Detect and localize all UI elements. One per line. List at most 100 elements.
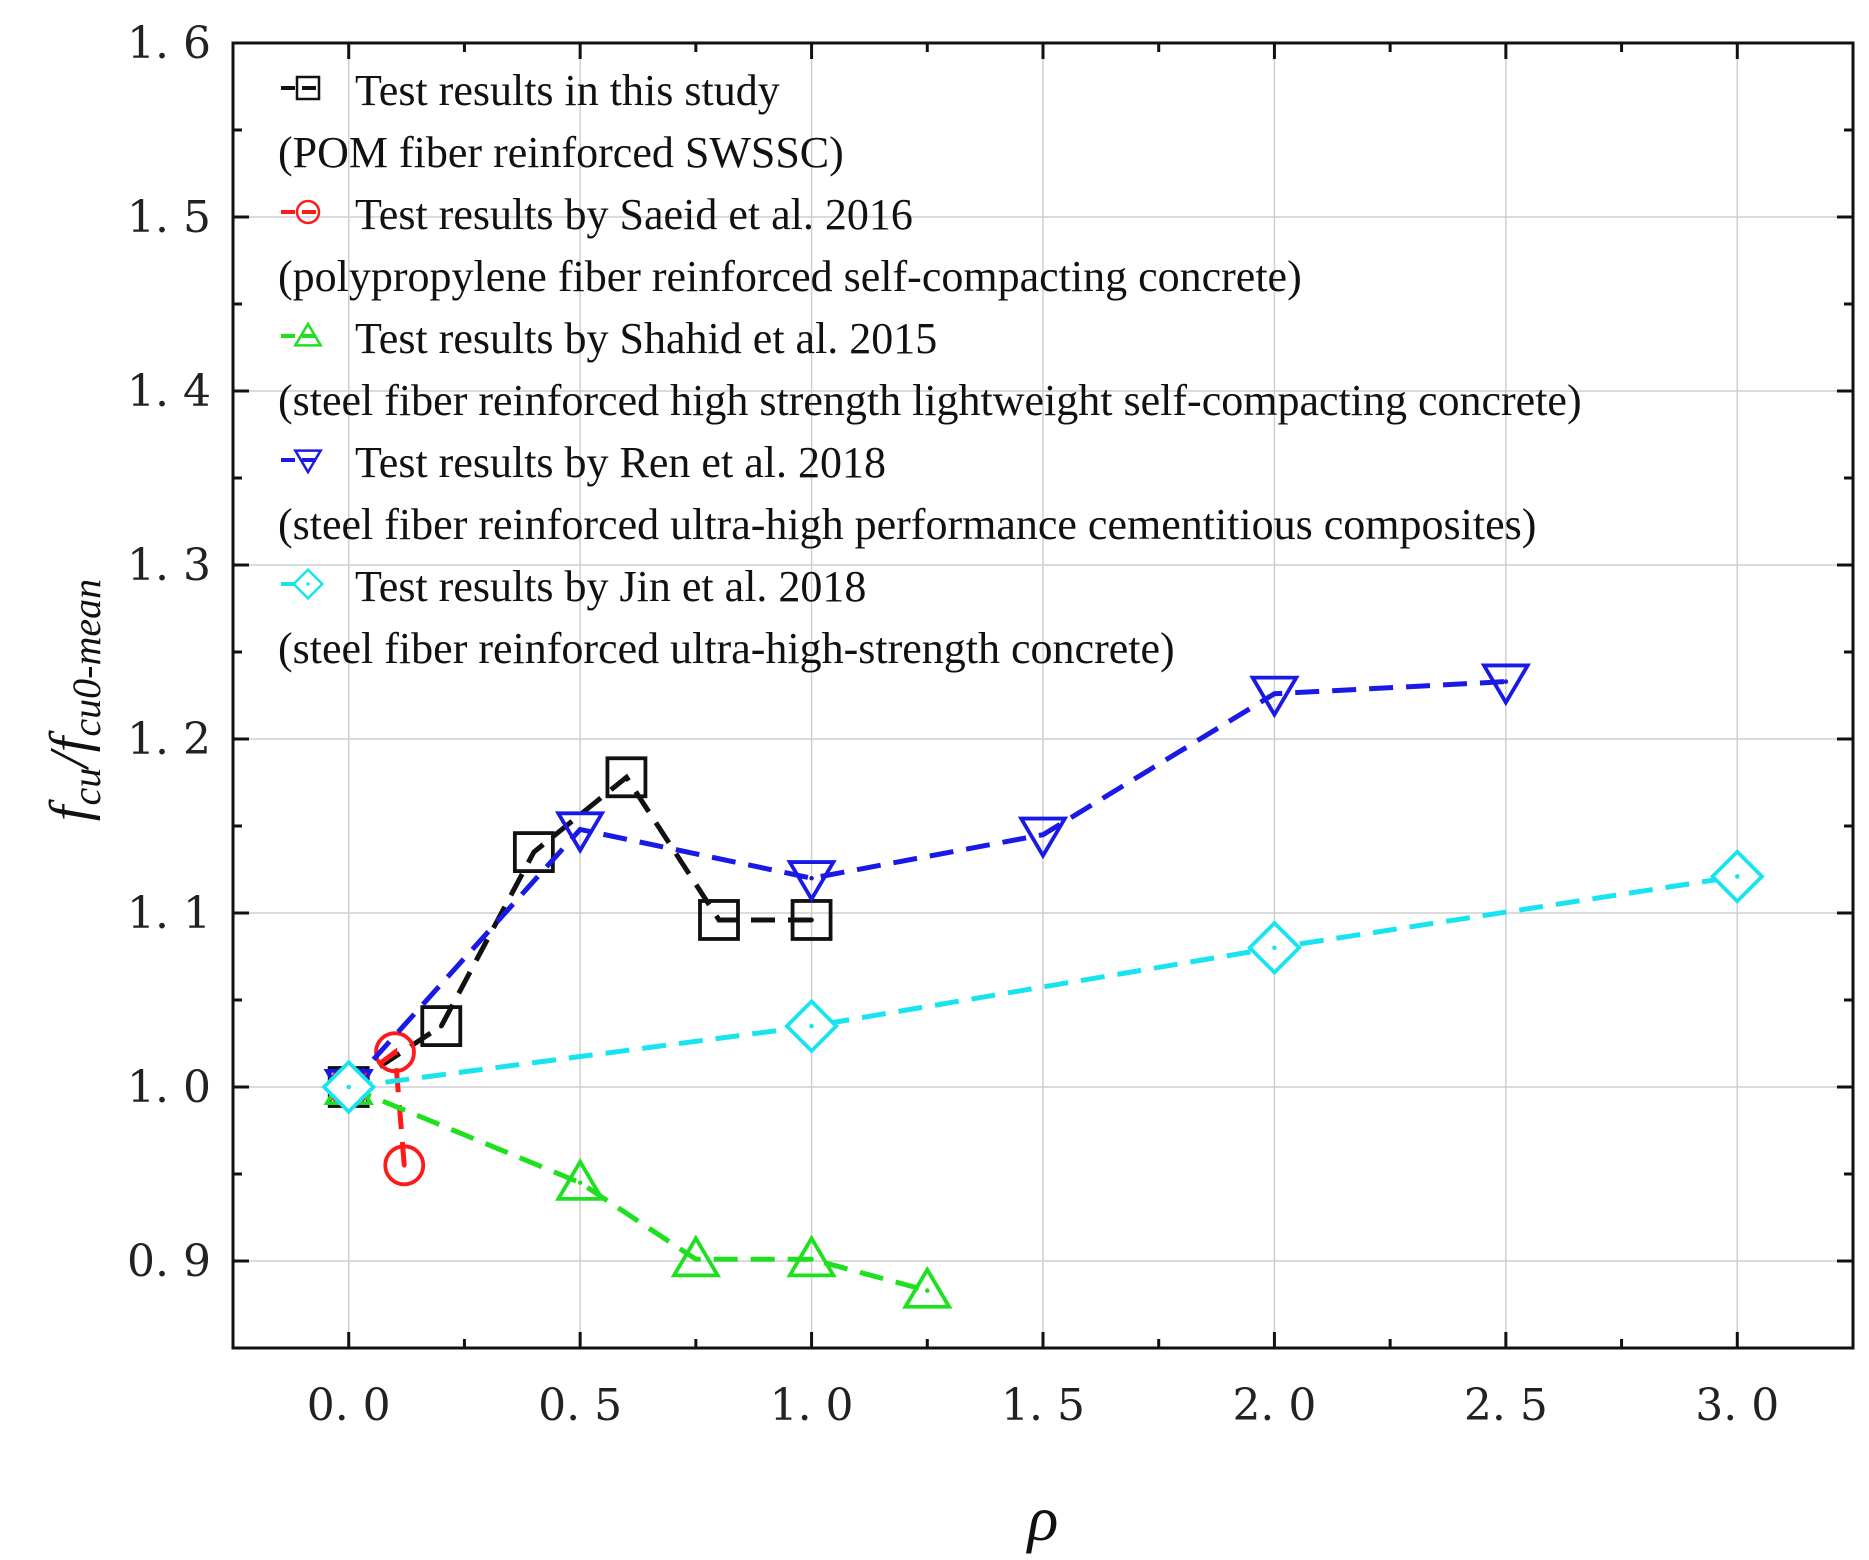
data-point <box>420 1005 463 1047</box>
series-line <box>347 1084 928 1293</box>
legend-marker <box>293 321 323 347</box>
marker-center-dot <box>624 775 629 780</box>
marker-triangle-up <box>554 1158 606 1201</box>
marker-center-dot <box>401 1163 407 1168</box>
y-axis-label: fcu/fcu0-mean <box>39 579 109 821</box>
y-tick-label: 1. 4 <box>127 366 211 417</box>
data-point <box>374 1031 416 1074</box>
legend-description: (steel fiber reinforced ultra-high-stren… <box>278 624 1175 673</box>
legend-label: Test results in this study <box>355 66 780 115</box>
x-tick-label: 0. 0 <box>307 1380 391 1431</box>
data-point <box>902 1265 953 1309</box>
legend-label: Test results by Shahid et al. 2015 <box>355 314 937 363</box>
y-tick-label: 1. 2 <box>127 714 211 765</box>
marker-center-dot <box>1040 832 1046 837</box>
marker-triangle-down <box>293 449 323 475</box>
marker-center-dot <box>809 1256 814 1262</box>
x-tick-label: 2. 0 <box>1232 1380 1316 1431</box>
marker-square <box>605 756 648 799</box>
marker-triangle-down <box>1017 816 1069 860</box>
legend-entry-1: Test results by Saeid et al. 2016 (polypr… <box>278 190 1302 301</box>
data-point <box>321 1059 377 1115</box>
series-4 <box>321 849 1765 1115</box>
legend-label: Test results by Saeid et al. 2016 <box>355 190 913 239</box>
marker-square <box>512 831 555 873</box>
data-point <box>786 1234 837 1278</box>
marker-circle <box>383 1144 426 1187</box>
marker-center-dot <box>1272 691 1277 697</box>
marker-square <box>295 75 321 101</box>
series-line <box>347 773 812 1090</box>
series-3 <box>323 663 1532 1112</box>
marker-triangle-down <box>1480 663 1532 707</box>
marker-circle <box>374 1031 416 1074</box>
data-point <box>554 811 606 855</box>
legend-entry-4: Test results by Jin et al. 2018 (steel fi… <box>278 562 1175 673</box>
marker-triangle-down <box>786 860 837 903</box>
marker-center-dot <box>693 1256 699 1262</box>
legend-description: (polypropylene fiber reinforced self-com… <box>278 252 1302 301</box>
data-point <box>786 860 837 903</box>
y-axis-label-sub1: cu <box>64 768 109 806</box>
x-axis-label: ρ <box>1026 1483 1059 1554</box>
marker-center-dot <box>1503 679 1509 684</box>
series-2 <box>323 1062 953 1309</box>
marker-center-dot <box>306 582 310 586</box>
marker-triangle-down <box>554 811 606 855</box>
marker-center-dot <box>925 1288 930 1293</box>
marker-center-dot <box>531 849 537 855</box>
legend: Test results in this study (POM fiber rei… <box>278 66 1582 673</box>
marker-center-dot <box>306 86 310 90</box>
marker-center-dot <box>716 917 722 923</box>
legend-entry-3: Test results by Ren et al. 2018 (steel fi… <box>278 438 1536 549</box>
series-line <box>346 679 1506 1089</box>
y-axis-label-sep: / <box>39 748 101 771</box>
data-point <box>1017 816 1069 860</box>
y-tick-label: 1. 1 <box>127 888 211 939</box>
marker-square <box>420 1005 463 1047</box>
data-point <box>383 1144 426 1187</box>
x-tick-label: 2. 5 <box>1464 1380 1548 1431</box>
x-tick-label: 3. 0 <box>1695 1380 1779 1431</box>
y-tick-label: 1. 5 <box>127 192 211 243</box>
marker-center-dot <box>577 1180 583 1185</box>
y-tick-label: 0. 9 <box>127 1236 211 1287</box>
marker-triangle-up <box>902 1265 953 1309</box>
marker-triangle-up <box>293 321 323 347</box>
marker-triangle-up <box>786 1234 837 1278</box>
marker-triangle-up <box>670 1234 722 1278</box>
y-tick-label: 1. 3 <box>127 540 211 591</box>
marker-center-dot <box>392 1049 398 1055</box>
y-axis-label-sub2: cu0-mean <box>64 579 109 737</box>
marker-center-dot <box>577 827 583 832</box>
marker-center-dot <box>809 1023 814 1029</box>
marker-center-dot <box>306 210 310 214</box>
marker-center-dot <box>1272 945 1277 951</box>
data-point <box>605 756 648 799</box>
marker-center-dot <box>346 1084 351 1090</box>
marker-center-dot <box>306 334 310 338</box>
legend-description: (steel fiber reinforced ultra-high perfo… <box>278 500 1536 549</box>
data-point <box>698 899 740 941</box>
marker-triangle-down <box>1249 675 1300 719</box>
legend-marker <box>293 449 323 475</box>
data-point <box>1249 675 1300 719</box>
legend-entry-2: Test results by Shahid et al. 2015 (steel… <box>278 314 1582 425</box>
data-point <box>512 831 555 873</box>
plot-series <box>321 663 1765 1309</box>
marker-center-dot <box>439 1023 444 1029</box>
marker-circle <box>295 199 321 225</box>
legend-entry-0: Test results in this study (POM fiber rei… <box>278 66 844 177</box>
legend-marker <box>295 75 321 101</box>
marker-center-dot <box>1735 874 1740 879</box>
legend-label: Test results by Jin et al. 2018 <box>355 562 866 611</box>
x-tick-label: 0. 5 <box>538 1380 622 1431</box>
legend-marker <box>295 199 321 225</box>
series-line <box>348 873 1738 1090</box>
data-point <box>554 1158 606 1201</box>
x-tick-label: 1. 0 <box>770 1380 854 1431</box>
data-point <box>784 998 839 1054</box>
marker-square <box>698 899 740 941</box>
legend-label: Test results by Ren et al. 2018 <box>355 438 886 487</box>
